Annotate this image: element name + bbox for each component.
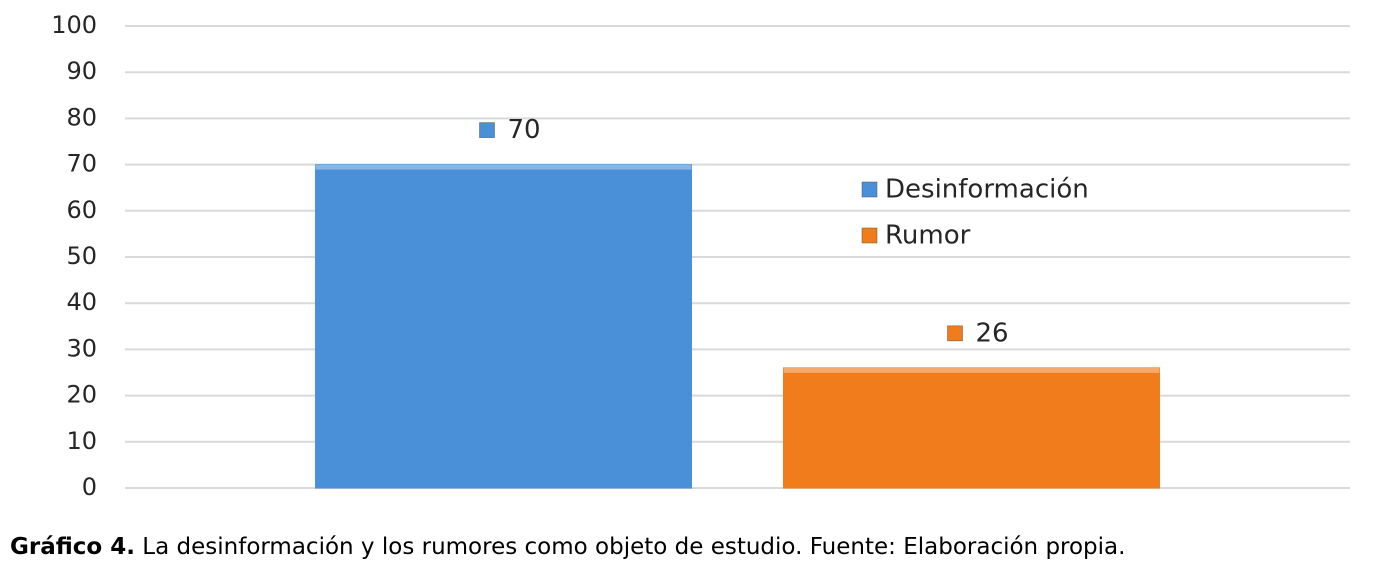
bar-highlight <box>315 164 692 170</box>
y-tick-label: 20 <box>66 381 97 409</box>
y-tick-label: 80 <box>66 103 97 131</box>
bar <box>315 164 692 489</box>
caption-label: Gráfico 4. <box>10 534 135 560</box>
chart: 0 10 20 30 40 50 60 70 80 90 100 70 26 Desinformación… <box>51 11 1350 501</box>
legend-label: Rumor <box>885 221 971 251</box>
bar <box>783 367 1160 489</box>
legend-swatch <box>861 227 878 244</box>
y-tick-label: 60 <box>66 196 97 224</box>
y-tick-label: 50 <box>66 242 97 270</box>
caption: Gráfico 4. La desinformación y los rumor… <box>10 534 1125 560</box>
caption-text: La desinformación y los rumores como obj… <box>142 534 1126 560</box>
label-marker <box>479 122 495 138</box>
y-tick-label: 40 <box>66 288 97 316</box>
label-marker <box>947 325 963 342</box>
y-tick-label: 70 <box>66 150 97 178</box>
y-tick-label: 0 <box>82 473 97 501</box>
y-tick-label: 10 <box>66 427 97 455</box>
y-tick-label: 90 <box>66 57 97 85</box>
legend-swatch <box>861 181 878 198</box>
data-label: 26 <box>976 318 1009 348</box>
data-label: 70 <box>508 115 541 145</box>
legend-label: Desinformación <box>885 175 1089 205</box>
y-tick-label: 30 <box>66 334 97 362</box>
y-tick-label: 100 <box>51 11 97 39</box>
bar-highlight <box>783 367 1160 373</box>
